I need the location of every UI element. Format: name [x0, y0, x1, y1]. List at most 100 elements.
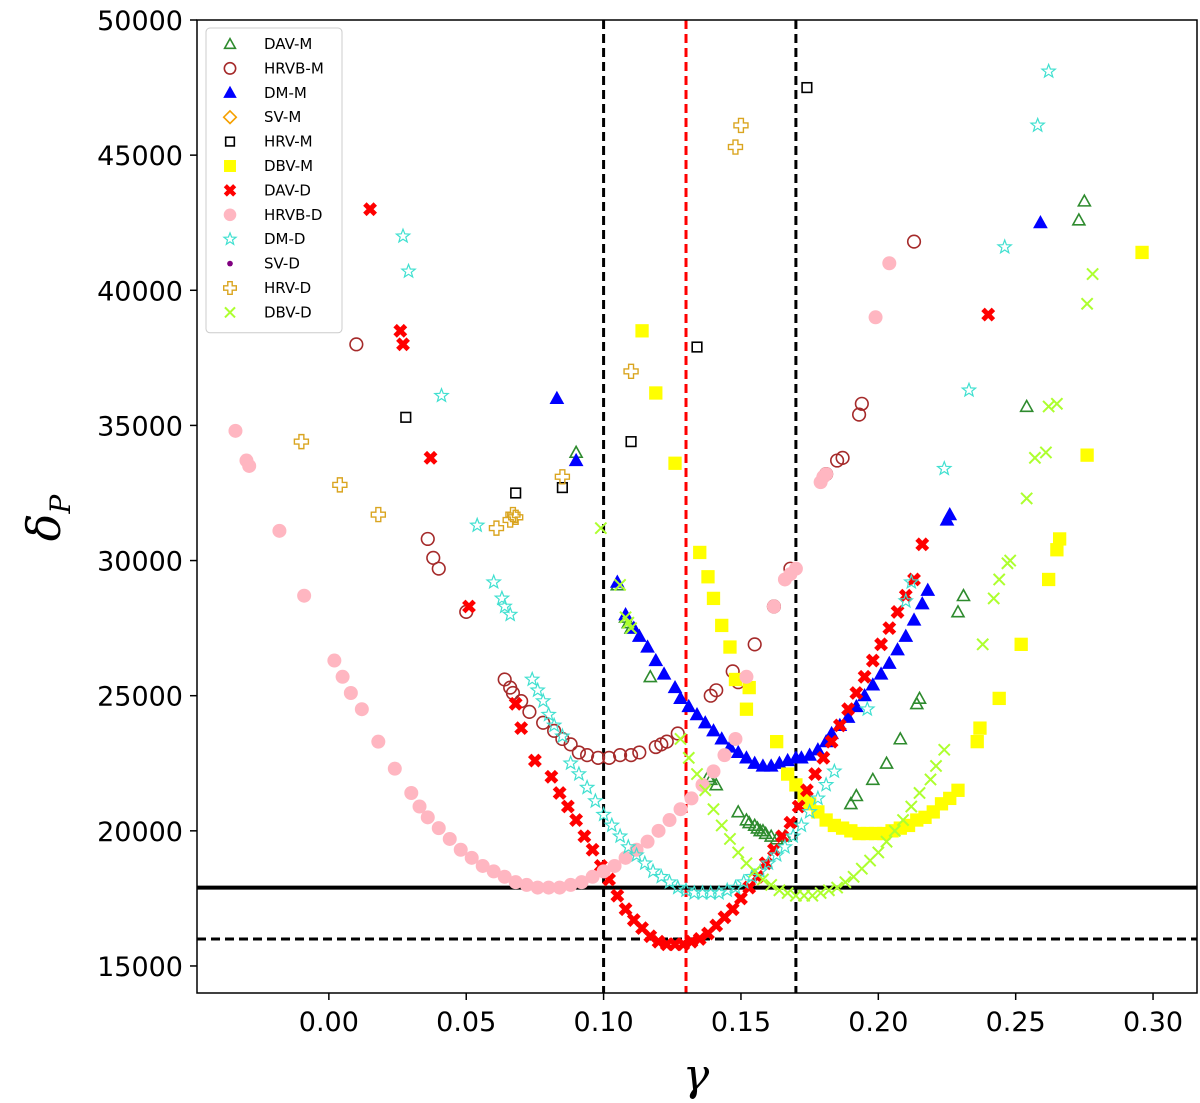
data-point-DBV-M	[1052, 532, 1067, 546]
data-point-HRVB-D	[508, 875, 523, 890]
data-point-HRVB-D	[404, 785, 419, 800]
data-point-DM-D	[826, 762, 843, 779]
data-point-DBV-M	[728, 672, 743, 687]
legend-item-DBV-D: DBV-D	[224, 303, 312, 321]
legend-label: DBV-D	[264, 303, 312, 321]
data-point-DM-D	[400, 262, 417, 279]
data-point-DM-D	[669, 878, 687, 895]
data-point-DBV-D	[1086, 267, 1099, 281]
data-point-DM-M	[873, 666, 889, 680]
series-HRVB-M	[349, 234, 922, 765]
data-point-DAV-M	[642, 669, 658, 683]
data-point-DM-D	[485, 573, 503, 590]
data-point-DM-D	[960, 381, 978, 398]
data-point-DBV-M	[770, 734, 784, 749]
data-point-HRV-M	[625, 436, 637, 448]
data-point-HRVB-M	[670, 726, 685, 741]
data-point-DM-M	[656, 666, 672, 680]
reference-lines-layer	[197, 20, 1197, 993]
data-point-HRV-D	[733, 117, 749, 134]
legend-label: DAV-D	[264, 181, 311, 199]
data-point-DAV-D	[363, 202, 378, 217]
data-point-HRVB-D	[882, 256, 897, 271]
data-point-DBV-M	[992, 691, 1006, 706]
data-point-DAV-D	[462, 599, 476, 614]
data-point-DBV-D	[594, 521, 608, 535]
data-point-HRVB-D	[442, 831, 457, 846]
data-point-DAV-D	[816, 750, 831, 765]
legend-item-DAV-D: DAV-D	[223, 181, 311, 199]
data-point-DM-D	[636, 854, 654, 871]
data-point-DAV-D	[552, 786, 567, 800]
data-point-DAV-D	[832, 718, 847, 733]
y-tick-label: 35000	[97, 411, 183, 442]
data-point-DM-M	[631, 628, 647, 642]
data-point-DBV-D	[613, 578, 627, 592]
data-point-DBV-D	[806, 889, 819, 903]
data-point-DAV-D	[527, 753, 542, 768]
data-point-DAV-D	[890, 604, 905, 619]
data-point-HRVB-D	[640, 834, 655, 849]
data-point-DBV-D	[756, 873, 770, 886]
data-point-DBV-M	[715, 618, 729, 633]
legend-marker	[223, 85, 237, 98]
data-point-DAV-D	[841, 702, 856, 717]
data-point-HRVB-D	[868, 310, 883, 325]
data-point-DAV-D	[799, 783, 814, 798]
data-point-HRVB-D	[651, 823, 666, 838]
data-point-DAV-D	[396, 337, 410, 352]
data-point-DM-D	[493, 589, 511, 606]
series-HRV-D	[293, 117, 749, 536]
data-point-DM-D	[611, 827, 629, 844]
data-point-DAV-M	[763, 828, 779, 842]
data-point-HRV-M	[556, 481, 568, 494]
data-point-HRVB-M	[590, 750, 606, 765]
data-point-HRV-M	[510, 487, 522, 499]
data-point-HRVB-M	[420, 531, 435, 547]
legend-item-HRVB-D: HRVB-D	[223, 206, 322, 224]
data-point-HRVB-D	[431, 821, 446, 836]
legend-label: HRV-M	[264, 133, 313, 151]
data-point-DBV-M	[1041, 572, 1056, 587]
legend-label: HRVB-D	[264, 206, 322, 224]
data-point-DM-D	[859, 700, 876, 717]
data-point-DM-D	[595, 805, 612, 822]
data-point-DM-D	[570, 765, 588, 782]
data-point-DBV-D	[913, 786, 926, 800]
data-point-DAV-M	[1019, 398, 1035, 413]
data-point-HRVB-M	[349, 337, 364, 352]
data-point-HRVB-M	[580, 748, 595, 763]
data-point-DAV-M	[879, 755, 894, 769]
data-point-HRVB-D	[486, 864, 501, 879]
data-point-DAV-D	[734, 891, 748, 906]
data-point-DM-D	[603, 816, 621, 833]
data-point-DM-D	[784, 827, 802, 844]
data-point-HRV-D	[554, 469, 571, 485]
x-tick-label: 0.10	[574, 1007, 634, 1038]
data-point-HRVB-D	[695, 777, 710, 792]
data-point-DAV-D	[569, 813, 584, 827]
data-point-DM-M	[549, 390, 565, 404]
data-point-DBV-D	[1080, 297, 1094, 311]
x-tick-label: 0.20	[848, 1007, 908, 1038]
data-points-layer	[228, 62, 1149, 952]
data-point-HRVB-M	[835, 450, 850, 465]
data-point-DAV-D	[882, 621, 897, 636]
data-point-HRVB-M	[906, 234, 922, 249]
data-point-DAV-M	[912, 690, 927, 704]
data-point-DAV-D	[915, 537, 930, 552]
data-point-DBV-M	[1135, 245, 1149, 260]
data-point-DAV-D	[742, 880, 757, 895]
legend-label: DBV-M	[264, 157, 313, 175]
data-point-DM-D	[587, 792, 604, 809]
data-point-DBV-D	[992, 573, 1006, 586]
data-point-DBV-D	[924, 773, 937, 786]
legend-item-DAV-M: DAV-M	[223, 35, 312, 53]
data-point-DAV-M	[848, 788, 864, 802]
data-point-DBV-D	[904, 800, 918, 813]
data-point-DM-M	[920, 582, 936, 596]
data-point-DBV-M	[723, 640, 737, 654]
legend-item-HRV-M: HRV-M	[224, 133, 313, 151]
data-point-HRVB-D	[739, 669, 754, 684]
y-tick-label: 20000	[97, 817, 183, 848]
